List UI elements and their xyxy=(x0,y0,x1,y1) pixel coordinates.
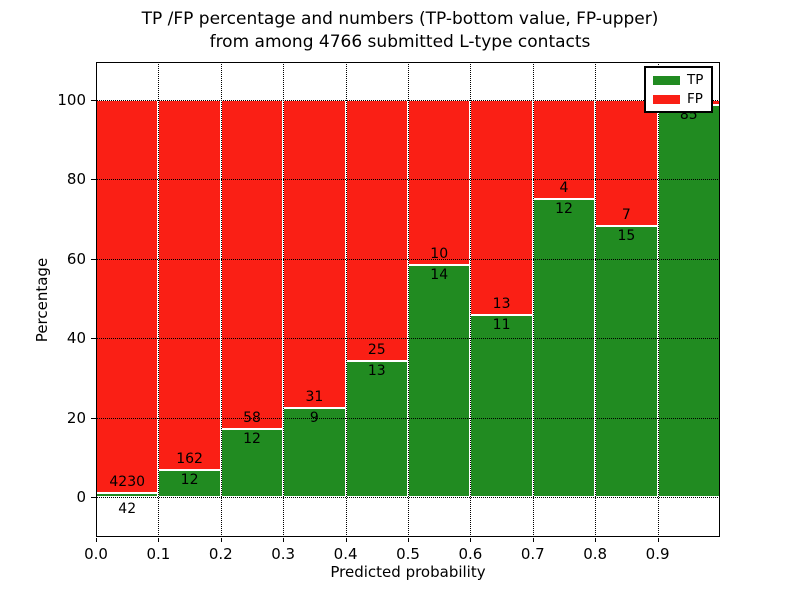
gridline-v-1 xyxy=(158,62,160,537)
bar-5-fp-segment xyxy=(408,100,471,266)
bar-0-tp-count-label: 42 xyxy=(118,501,137,517)
legend: TP FP xyxy=(644,66,714,113)
bar-2-fp-count-label: 58 xyxy=(243,409,261,426)
chart-title: TP /FP percentage and numbers (TP-bottom… xyxy=(88,8,712,54)
bar-9-tp-segment xyxy=(657,104,720,497)
bar-3-tp-count-label: 9 xyxy=(309,409,319,426)
bar-4-fp-segment xyxy=(345,100,408,362)
bar-5-fp-count-label: 10 xyxy=(430,246,449,263)
bar-6-tp-count-label: 11 xyxy=(492,317,511,334)
legend-swatch-tp xyxy=(653,75,680,85)
x-tick-0.4 xyxy=(345,538,347,542)
y-tick-20 xyxy=(91,417,96,419)
bar-0-fp-segment xyxy=(96,100,159,494)
y-tick-label-80: 80 xyxy=(66,170,86,189)
legend-label-tp: TP xyxy=(687,72,704,88)
bar-1-tp-count-label: 12 xyxy=(180,471,199,488)
bar-4-tp-count-label: 13 xyxy=(367,363,386,380)
y-tick-40 xyxy=(91,338,96,340)
chart-title-line2: from among 4766 submitted L-type contact… xyxy=(209,32,591,52)
y-tick-label-20: 20 xyxy=(66,408,86,427)
bar-8-tp-segment xyxy=(595,226,658,497)
bar-1-tp-segment xyxy=(158,469,221,497)
bar-6-fp-count-label: 13 xyxy=(492,296,511,313)
x-tick-label-0.9: 0.9 xyxy=(645,545,670,563)
x-tick-0.7 xyxy=(532,538,534,542)
gridline-v-8 xyxy=(595,62,597,537)
x-tick-0.6 xyxy=(470,538,472,542)
x-tick-0.0 xyxy=(96,538,97,542)
bar-0-fp-count-label: 4230 xyxy=(109,474,146,491)
bar-8-tp-count-label: 15 xyxy=(617,228,636,245)
x-tick-label-0.4: 0.4 xyxy=(333,545,358,563)
gridline-v-4 xyxy=(345,62,347,537)
x-tick-0.3 xyxy=(283,538,285,542)
x-tick-0.1 xyxy=(158,538,160,542)
bar-3-fp-count-label: 31 xyxy=(305,388,324,405)
y-tick-label-60: 60 xyxy=(66,249,86,268)
bar-3-tp-segment xyxy=(283,407,346,497)
x-tick-label-0.3: 0.3 xyxy=(271,545,296,563)
bar-2-tp-segment xyxy=(220,428,284,497)
x-tick-0.8 xyxy=(595,538,597,542)
y-tick-label-100: 100 xyxy=(57,91,86,109)
bar-2-tp-count-label: 12 xyxy=(243,430,261,447)
bar-6-fp-segment xyxy=(470,100,533,316)
x-tick-label-0.8: 0.8 xyxy=(583,545,608,563)
bar-2-fp-segment xyxy=(220,100,284,429)
gridline-v-3 xyxy=(283,62,285,537)
gridline-v-9 xyxy=(657,62,659,537)
y-tick-label-0: 0 xyxy=(76,488,86,506)
bar-7-tp-count-label: 12 xyxy=(555,201,573,218)
x-tick-label-0.7: 0.7 xyxy=(520,545,545,563)
bar-4-tp-segment xyxy=(345,361,408,497)
y-tick-60 xyxy=(91,258,96,260)
bar-3-fp-segment xyxy=(283,100,346,408)
legend-item-tp: TP xyxy=(653,73,703,87)
x-axis-label: Predicted probability xyxy=(330,563,486,581)
gridline-v-6 xyxy=(470,62,472,537)
x-tick-0.9 xyxy=(657,538,659,542)
bar-5-tp-segment xyxy=(408,265,471,497)
x-tick-label-0.6: 0.6 xyxy=(458,545,483,563)
chart-title-line1: TP /FP percentage and numbers (TP-bottom… xyxy=(141,9,659,29)
x-tick-label-0.0: 0.0 xyxy=(84,545,108,563)
gridline-v-7 xyxy=(532,62,534,537)
x-tick-label-0.5: 0.5 xyxy=(396,545,420,563)
legend-item-fp: FP xyxy=(653,92,703,106)
y-tick-80 xyxy=(91,179,96,181)
bar-5-tp-count-label: 14 xyxy=(430,267,449,284)
bar-1-fp-segment xyxy=(158,100,221,470)
x-tick-label-0.2: 0.2 xyxy=(208,545,233,563)
bar-7-fp-count-label: 4 xyxy=(559,180,569,197)
gridline-v-2 xyxy=(220,62,222,537)
x-tick-0.2 xyxy=(220,538,222,542)
x-tick-label-0.1: 0.1 xyxy=(146,545,171,563)
bar-4-fp-count-label: 25 xyxy=(367,342,386,359)
y-tick-100 xyxy=(91,100,96,101)
gridline-v-5 xyxy=(408,62,409,537)
legend-label-fp: FP xyxy=(687,91,703,107)
x-tick-0.5 xyxy=(408,538,409,542)
plot-area: 4230 42 162 12 58 12 31 9 25 13 10 14 13 11 4 12 7 15 85 xyxy=(96,62,720,537)
y-tick-label-40: 40 xyxy=(66,329,86,348)
bar-7-tp-segment xyxy=(532,199,596,497)
legend-swatch-fp xyxy=(653,94,680,104)
y-tick-0 xyxy=(91,497,96,498)
bar-6-tp-segment xyxy=(470,315,533,497)
bar-8-fp-count-label: 7 xyxy=(621,207,631,224)
bar-1-fp-count-label: 162 xyxy=(176,450,203,467)
